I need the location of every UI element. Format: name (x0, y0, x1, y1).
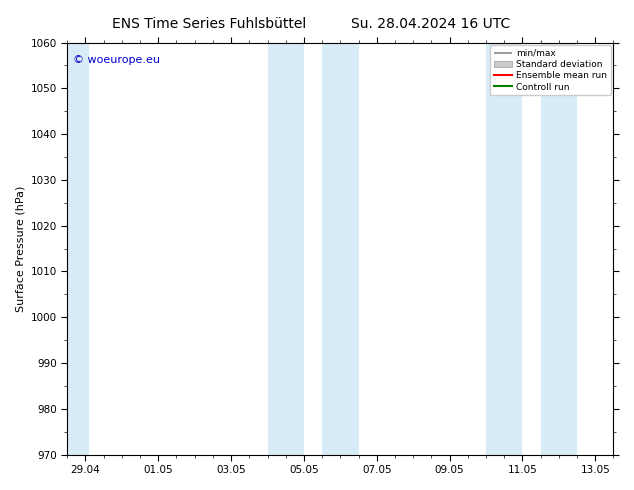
Bar (67, 43, 89, 455)
Bar (486, 43, 522, 455)
Text: ENS Time Series Fuhlsbüttel: ENS Time Series Fuhlsbüttel (112, 17, 306, 31)
Y-axis label: Surface Pressure (hPa): Surface Pressure (hPa) (15, 185, 25, 312)
Bar (322, 43, 359, 455)
Legend: min/max, Standard deviation, Ensemble mean run, Controll run: min/max, Standard deviation, Ensemble me… (490, 45, 611, 96)
Bar (541, 43, 577, 455)
Text: © woeurope.eu: © woeurope.eu (73, 55, 160, 65)
Bar (268, 43, 304, 455)
Text: Su. 28.04.2024 16 UTC: Su. 28.04.2024 16 UTC (351, 17, 511, 31)
